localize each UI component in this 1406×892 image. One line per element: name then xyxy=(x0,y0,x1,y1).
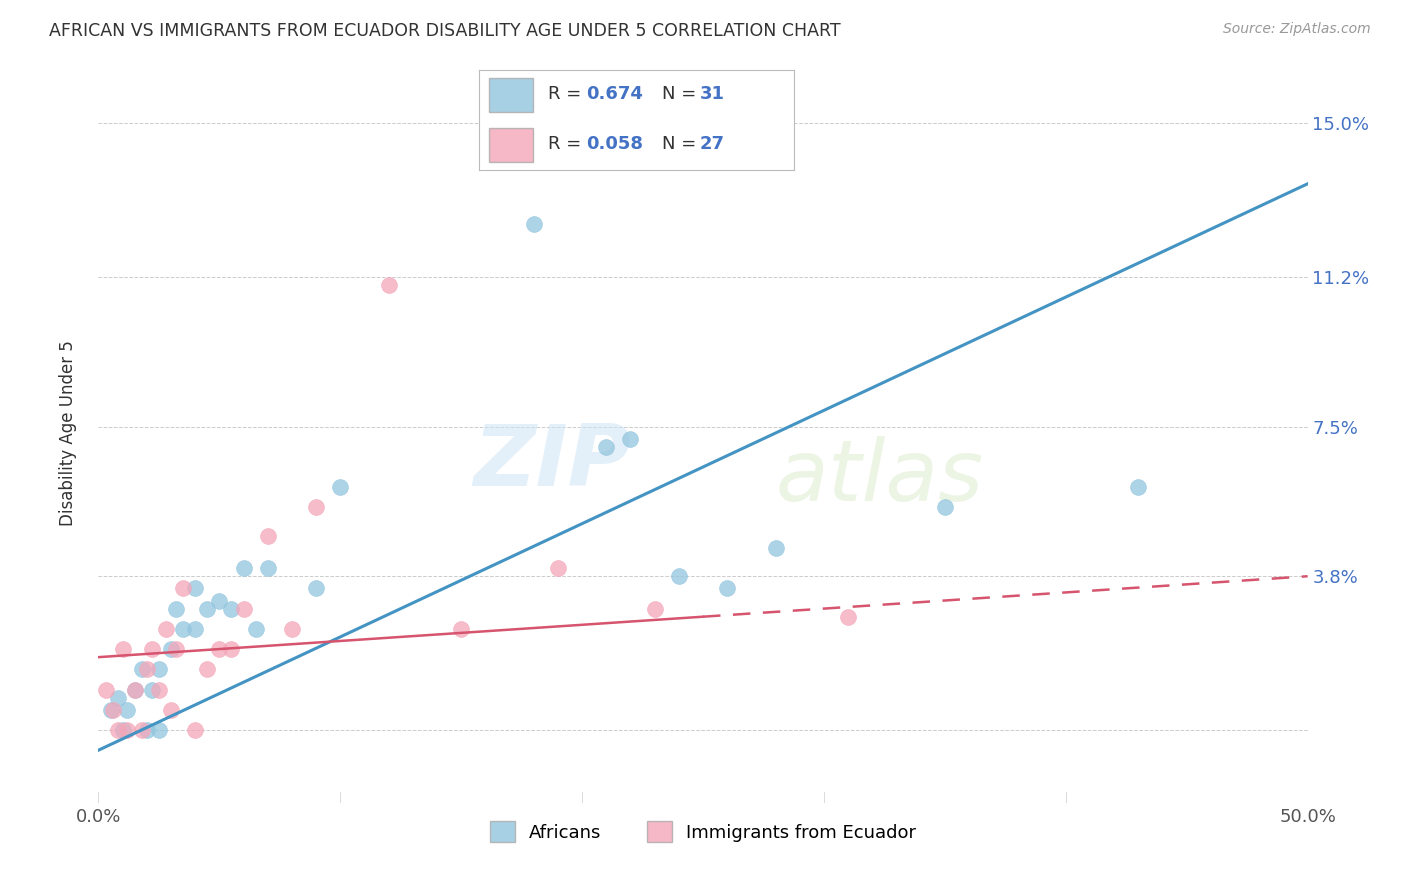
Point xyxy=(377,277,399,292)
Point xyxy=(155,622,177,636)
Point xyxy=(148,682,170,697)
Point xyxy=(172,582,194,596)
Point xyxy=(668,569,690,583)
Legend: Africans, Immigrants from Ecuador: Africans, Immigrants from Ecuador xyxy=(482,814,924,849)
Point xyxy=(208,642,231,657)
Point xyxy=(765,541,787,555)
Point xyxy=(124,682,146,697)
Point xyxy=(160,703,183,717)
Point xyxy=(281,622,304,636)
Point xyxy=(547,561,569,575)
Point xyxy=(232,601,254,615)
Text: Source: ZipAtlas.com: Source: ZipAtlas.com xyxy=(1223,22,1371,37)
Point xyxy=(160,642,183,657)
Point xyxy=(100,703,122,717)
Point xyxy=(165,601,187,615)
Point xyxy=(305,500,328,515)
Point xyxy=(716,582,738,596)
Point xyxy=(172,622,194,636)
Text: AFRICAN VS IMMIGRANTS FROM ECUADOR DISABILITY AGE UNDER 5 CORRELATION CHART: AFRICAN VS IMMIGRANTS FROM ECUADOR DISAB… xyxy=(49,22,841,40)
Y-axis label: Disability Age Under 5: Disability Age Under 5 xyxy=(59,340,77,525)
Point xyxy=(131,723,153,737)
Point xyxy=(131,662,153,676)
Point xyxy=(141,682,163,697)
Point xyxy=(148,723,170,737)
Point xyxy=(256,561,278,575)
Point xyxy=(111,723,134,737)
Point xyxy=(135,662,157,676)
Point xyxy=(329,480,352,494)
Point xyxy=(94,682,117,697)
Text: atlas: atlas xyxy=(776,435,984,518)
Point xyxy=(165,642,187,657)
Point xyxy=(934,500,956,515)
Point xyxy=(450,622,472,636)
Point xyxy=(595,440,617,454)
Point xyxy=(1128,480,1150,494)
Point xyxy=(107,690,129,705)
Text: ZIP: ZIP xyxy=(472,421,630,504)
Point xyxy=(644,601,666,615)
Point xyxy=(111,642,134,657)
Point xyxy=(619,432,641,446)
Point xyxy=(124,682,146,697)
Point xyxy=(305,582,328,596)
Point xyxy=(184,622,207,636)
Point xyxy=(523,217,546,231)
Point xyxy=(221,642,243,657)
Point xyxy=(256,529,278,543)
Point xyxy=(184,723,207,737)
Point xyxy=(135,723,157,737)
Point xyxy=(195,601,218,615)
Point xyxy=(221,601,243,615)
Point xyxy=(232,561,254,575)
Point xyxy=(195,662,218,676)
Point xyxy=(245,622,267,636)
Point xyxy=(107,723,129,737)
Point xyxy=(117,703,139,717)
Point xyxy=(101,703,124,717)
Point xyxy=(141,642,163,657)
Point xyxy=(208,593,231,607)
Point xyxy=(837,609,859,624)
Point xyxy=(148,662,170,676)
Point xyxy=(184,582,207,596)
Point xyxy=(117,723,139,737)
